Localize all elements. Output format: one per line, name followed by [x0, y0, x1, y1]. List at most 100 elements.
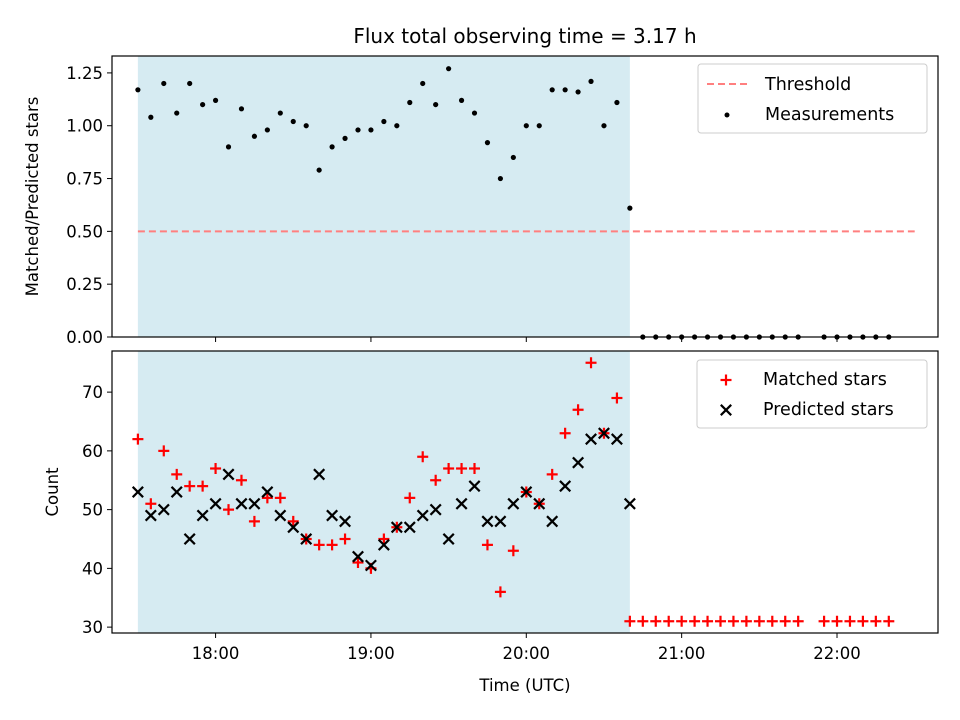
- predicted-star-point: [455, 497, 468, 510]
- top-y-tick-label: 0.25: [66, 275, 103, 294]
- predicted-star-point: [507, 497, 520, 510]
- measurement-point: [329, 144, 335, 150]
- matched-star-point: [339, 533, 351, 545]
- measurement-point: [588, 78, 594, 84]
- predicted-star-point: [326, 509, 339, 522]
- x-tick-label: 21:00: [658, 644, 706, 663]
- predicted-star-point: [559, 480, 572, 493]
- matched-star-point: [378, 533, 390, 545]
- top-y-tick-label: 1.25: [66, 64, 103, 83]
- predicted-star-point: [131, 486, 144, 498]
- matched-star-point: [559, 427, 571, 439]
- matched-star-point: [663, 615, 675, 627]
- legend-matched-marker: [720, 374, 732, 386]
- predicted-star-point: [520, 486, 533, 498]
- matched-star-point: [702, 615, 714, 627]
- predicted-star-point: [235, 497, 248, 510]
- matched-star-point: [727, 615, 739, 627]
- top-observing-span: [137, 56, 630, 337]
- top-y-axis-label: Matched/Predicted stars: [23, 97, 42, 297]
- top-legend: Threshold Measurements: [697, 63, 928, 134]
- legend-matched-label: Matched stars: [763, 370, 887, 390]
- matched-star-point: [248, 515, 260, 527]
- matched-star-point: [184, 480, 196, 492]
- measurement-point: [225, 144, 232, 150]
- measurement-point: [148, 114, 154, 120]
- matched-star-point: [650, 615, 662, 627]
- bottom-y-tick-label: 60: [82, 442, 103, 461]
- measurement-point: [433, 101, 439, 108]
- predicted-star-point: [546, 515, 559, 528]
- matched-star-point: [287, 515, 299, 527]
- matched-star-point: [689, 615, 701, 627]
- measurement-point: [212, 97, 219, 103]
- measurement-point: [407, 99, 413, 106]
- predicted-star-point: [390, 521, 403, 534]
- predicted-star-point: [481, 515, 494, 528]
- matched-star-point: [171, 468, 183, 480]
- predicted-star-point: [533, 497, 546, 510]
- measurement-point: [161, 80, 167, 87]
- predicted-star-point: [416, 509, 429, 522]
- top-y-tick-label: 1.00: [66, 117, 103, 136]
- predicted-star-point: [209, 497, 222, 510]
- measurement-point: [471, 110, 478, 116]
- matched-star-point: [210, 463, 222, 474]
- measurement-point: [290, 118, 296, 125]
- matched-star-point: [404, 492, 416, 504]
- matched-star-point: [145, 498, 157, 510]
- predicted-star-point: [494, 515, 507, 528]
- matched-star-point: [753, 615, 765, 627]
- matched-star-point: [624, 615, 636, 627]
- measurement-point: [394, 123, 400, 129]
- measurement-point: [446, 66, 452, 72]
- predicted-star-point: [170, 486, 183, 498]
- x-tick-label: 19:00: [347, 644, 395, 663]
- top-legend-box: [697, 63, 928, 134]
- top-panel: 0.00 0.25 0.50 0.75 1.00 1.25 Flux total obse…: [23, 24, 939, 347]
- predicted-star-point: [274, 509, 287, 522]
- predicted-star-point: [572, 456, 585, 469]
- matched-star-point: [197, 480, 209, 492]
- matched-star-point: [507, 545, 519, 557]
- predicted-star-point: [287, 521, 300, 534]
- measurement-point: [368, 127, 374, 133]
- predicted-star-point: [183, 533, 196, 545]
- matched-star-point: [611, 392, 623, 404]
- matched-star-point: [779, 615, 791, 627]
- measurement-point: [458, 97, 465, 103]
- predicted-star-point: [364, 559, 377, 572]
- predicted-star-point: [597, 427, 610, 440]
- measurement-point: [562, 87, 568, 93]
- x-tick-label: 18:00: [192, 644, 240, 663]
- matched-star-point: [831, 615, 843, 627]
- matched-star-point: [844, 615, 856, 627]
- top-axes-frame: [111, 55, 939, 338]
- matched-star-point: [637, 615, 649, 627]
- legend-plus-glyph: [720, 374, 732, 386]
- matched-star-point: [313, 539, 325, 551]
- bottom-observing-span: [137, 351, 630, 633]
- measurement-point: [575, 89, 581, 95]
- measurement-point: [200, 101, 206, 108]
- predicted-star-point: [339, 515, 352, 528]
- predicted-star-point: [261, 486, 274, 498]
- matched-star-point: [469, 463, 481, 474]
- bottom-panel: 30 40 50 60 70 18:00 19:00 20:00 21:00 22:00 Coun…: [43, 350, 939, 695]
- legend-threshold-label: Threshold: [764, 75, 851, 95]
- matched-star-point: [883, 615, 895, 627]
- matched-star-point: [456, 463, 468, 474]
- measurement-point: [381, 118, 387, 125]
- predicted-star-point: [623, 497, 636, 510]
- matched-star-point: [430, 474, 442, 486]
- top-y-tick-label: 0.50: [66, 222, 103, 241]
- predicted-star-point: [610, 433, 623, 446]
- measurement-point: [601, 123, 607, 129]
- bottom-y-tick-label: 50: [82, 501, 103, 520]
- bottom-legend-box: [696, 359, 928, 429]
- measurement-point: [614, 99, 620, 106]
- measurement-point: [523, 123, 529, 129]
- measurement-point: [627, 205, 633, 211]
- chart-title: Flux total observing time = 3.17 h: [353, 24, 696, 48]
- predicted-star-point: [313, 468, 326, 481]
